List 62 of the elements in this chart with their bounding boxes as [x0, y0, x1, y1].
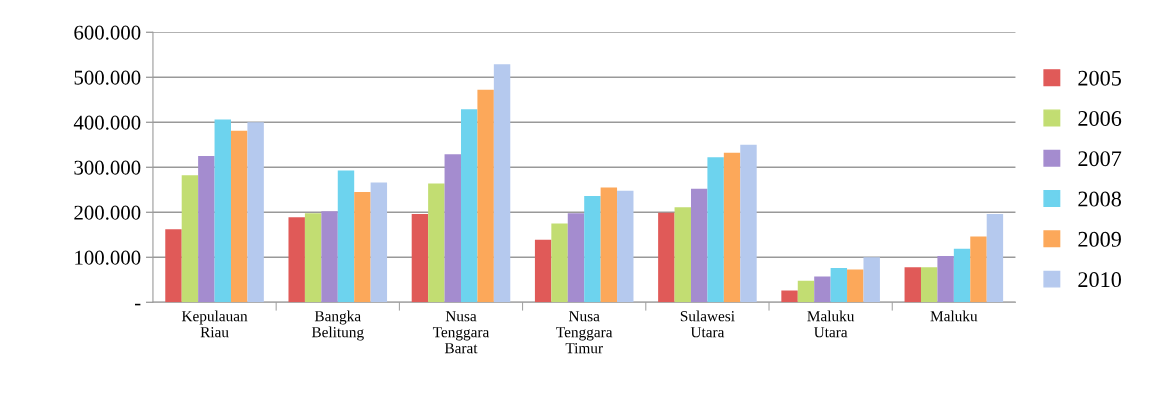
bar [230, 130, 248, 303]
y-tick-label: 200.000 [74, 205, 141, 220]
bar [551, 223, 568, 303]
x-tick-label: Bangka Belitung [311, 310, 364, 341]
bar [198, 155, 215, 303]
bar [584, 196, 601, 303]
bar [904, 267, 921, 303]
bar [814, 276, 831, 303]
bar [953, 248, 971, 303]
bar [304, 213, 322, 303]
bar [214, 119, 231, 303]
bar [181, 175, 199, 303]
bar [707, 157, 724, 303]
bar [937, 255, 954, 303]
bar [321, 211, 338, 303]
bar [411, 214, 429, 303]
bar [460, 109, 478, 303]
bar [567, 213, 585, 303]
bar [600, 187, 618, 303]
bar [970, 236, 987, 303]
x-tick-label: Maluku Utara [807, 310, 855, 338]
legend-label: 2005 [1078, 70, 1121, 86]
legend-label: 2009 [1078, 231, 1121, 247]
bar [477, 89, 494, 303]
bar [797, 280, 815, 303]
bar [920, 267, 938, 303]
bar [690, 188, 708, 303]
legend-label: 2010 [1078, 272, 1122, 288]
x-tick-label: Nusa Tenggara Timur [556, 311, 613, 354]
y-tick-label: 100.000 [75, 250, 141, 265]
bar [444, 154, 461, 303]
bar [781, 290, 798, 303]
bar [493, 64, 511, 303]
x-tick-label: Nusa Tenggara Barat [432, 311, 490, 354]
bar [658, 212, 675, 303]
bar [354, 192, 371, 303]
y-tick-label: 600.000 [74, 25, 141, 40]
bar [847, 269, 864, 303]
bar [370, 182, 388, 303]
bar [288, 217, 305, 303]
x-tick-label: Sulawesi Utara [680, 310, 735, 338]
y-tick-label: 300.000 [74, 160, 141, 175]
bar [534, 239, 552, 303]
x-tick-label: Kepulauan Riau [181, 310, 248, 338]
bar [337, 170, 355, 303]
y-tick-label: - [134, 303, 141, 306]
bar [165, 229, 182, 303]
bar [830, 268, 848, 303]
legend-label: 2008 [1078, 191, 1122, 207]
bar [428, 183, 445, 303]
y-tick-label: 400.000 [73, 115, 141, 130]
y-tick-label: 500.000 [74, 70, 141, 85]
x-tick-label: Maluku [930, 310, 978, 322]
bar [247, 122, 264, 303]
bar [674, 207, 691, 303]
bar [617, 190, 634, 303]
legend-label: 2006 [1078, 110, 1122, 126]
bar [863, 257, 880, 303]
bar [986, 214, 1004, 303]
bar [740, 144, 757, 303]
bar [723, 152, 741, 303]
legend-label: 2007 [1078, 151, 1122, 167]
